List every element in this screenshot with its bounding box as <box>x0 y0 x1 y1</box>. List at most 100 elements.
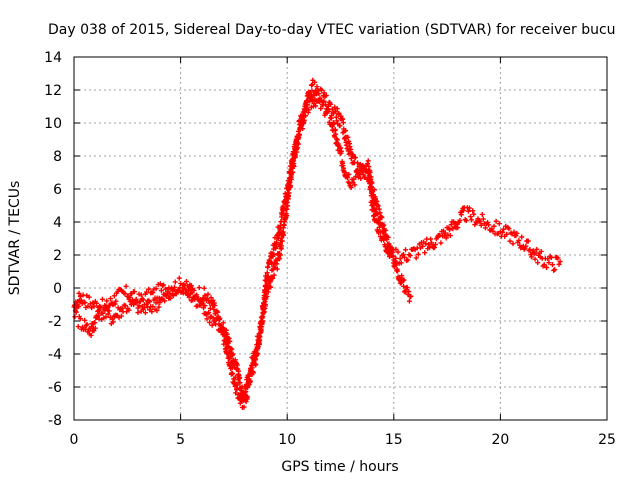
data-point <box>111 293 117 299</box>
data-point <box>208 295 214 301</box>
data-point <box>142 310 148 316</box>
data-point <box>380 223 386 229</box>
grid <box>74 57 607 420</box>
data-point <box>216 327 222 333</box>
data-point <box>328 113 334 119</box>
data-point <box>523 243 529 249</box>
data-point <box>249 365 255 371</box>
data-point <box>206 309 212 315</box>
data-point <box>369 180 375 186</box>
data-point <box>99 296 105 302</box>
data-point <box>247 378 253 384</box>
data-point <box>336 110 342 116</box>
data-point <box>530 248 536 254</box>
data-point <box>238 385 244 391</box>
data-point <box>545 256 551 262</box>
data-point <box>385 241 391 247</box>
data-point <box>383 227 389 233</box>
data-point <box>393 261 399 267</box>
data-point <box>378 214 384 220</box>
data-point <box>442 230 448 236</box>
data-point <box>288 176 294 182</box>
data-point <box>395 249 401 255</box>
data-point <box>251 358 257 364</box>
data-point <box>112 301 118 307</box>
data-point <box>355 160 361 166</box>
data-point <box>506 226 512 232</box>
data-point <box>432 242 438 248</box>
data-point <box>372 187 377 193</box>
data-point <box>237 380 243 386</box>
data-point <box>149 309 155 315</box>
data-point <box>325 106 331 112</box>
data-point <box>202 303 208 309</box>
data-point <box>207 305 213 311</box>
data-point <box>348 185 354 191</box>
data-point <box>137 298 143 304</box>
y-tick-label: 12 <box>44 83 62 99</box>
data-point <box>138 292 144 298</box>
data-point <box>186 294 192 300</box>
data-point <box>534 246 540 252</box>
data-point <box>491 223 497 229</box>
data-point <box>479 211 485 217</box>
data-point <box>390 247 396 253</box>
data-point <box>448 222 454 228</box>
data-point <box>110 319 116 325</box>
data-point <box>395 268 401 274</box>
data-point <box>338 145 344 151</box>
data-point <box>379 214 385 220</box>
data-point <box>333 131 339 137</box>
data-point <box>457 217 463 223</box>
data-point <box>406 298 412 304</box>
data-point <box>172 279 178 285</box>
data-point <box>271 252 277 258</box>
data-point <box>529 254 535 260</box>
data-point <box>321 90 327 96</box>
data-point <box>158 288 164 294</box>
data-point <box>399 273 405 279</box>
data-point <box>357 171 363 177</box>
data-point <box>72 314 78 320</box>
data-point <box>555 255 561 261</box>
data-point <box>264 293 270 299</box>
data-point <box>233 390 239 396</box>
x-tick-label: 5 <box>176 432 185 448</box>
data-point <box>340 120 346 126</box>
data-point <box>168 295 174 301</box>
data-point <box>108 296 114 302</box>
data-point <box>286 190 292 196</box>
data-point <box>238 390 244 396</box>
data-point <box>297 132 303 138</box>
data-point <box>202 293 208 299</box>
data-point <box>347 144 353 150</box>
data-point <box>353 173 359 179</box>
data-point <box>474 220 480 226</box>
series-1 <box>71 91 563 406</box>
data-point <box>300 126 306 132</box>
y-tick-label: 8 <box>53 149 62 165</box>
data-point <box>262 301 268 307</box>
data-point <box>334 118 340 124</box>
data-point <box>82 317 88 323</box>
data-point <box>91 303 97 309</box>
data-point <box>478 222 484 228</box>
x-axis-label: GPS time / hours <box>281 459 398 475</box>
data-point <box>337 123 343 129</box>
data-point <box>388 250 394 256</box>
data-point <box>274 266 280 272</box>
data-point <box>288 183 294 189</box>
data-point <box>246 373 252 379</box>
data-point <box>227 338 233 344</box>
data-point <box>438 240 444 246</box>
data-point <box>548 255 554 261</box>
data-point <box>237 375 243 381</box>
data-point <box>466 205 472 211</box>
data-point <box>86 294 92 300</box>
data-point <box>285 203 291 209</box>
data-point <box>415 251 421 257</box>
data-point <box>185 291 191 297</box>
data-point <box>535 260 541 266</box>
data-point <box>346 172 352 178</box>
